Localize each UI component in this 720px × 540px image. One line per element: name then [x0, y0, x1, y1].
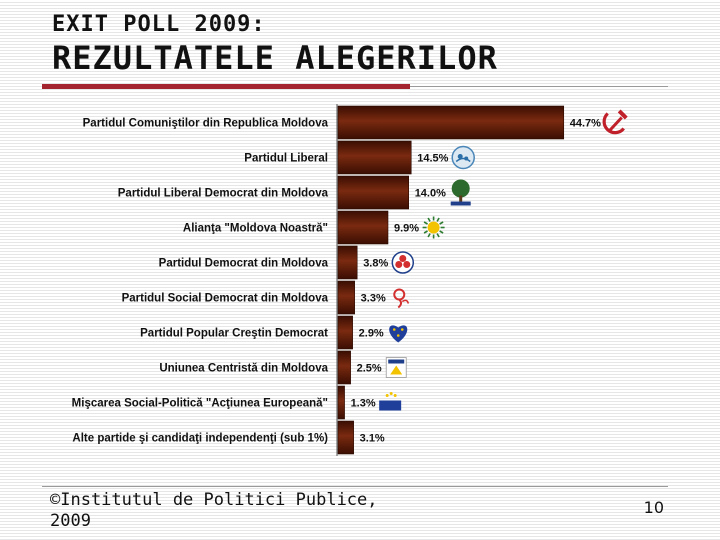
value-label: 14.5%: [417, 153, 448, 165]
value-label: 3.8%: [363, 258, 388, 270]
bar: [337, 210, 389, 245]
pl-logo-icon: [451, 145, 475, 170]
category-label: Partidul Popular Creştin Democrat: [140, 328, 328, 340]
page-number: 10: [643, 498, 664, 517]
category-label: Partidul Democrat din Moldova: [159, 258, 329, 270]
bar: [337, 280, 355, 315]
pdm-flower-icon: [391, 251, 415, 274]
category-label: Partidul Liberal: [244, 153, 328, 165]
amn-sun-icon: [422, 216, 445, 239]
value-label: 44.7%: [570, 118, 601, 130]
bar-chart: Partidul Comuniştilor din Republica Mold…: [72, 104, 628, 456]
value-label: 1.3%: [351, 398, 376, 410]
psdm-rose-icon: [393, 288, 410, 309]
value-label: 2.5%: [357, 363, 382, 375]
value-label: 9.9%: [394, 223, 419, 235]
footer-rule: [42, 486, 668, 487]
footer-source: ©Institutul de Politici Publice, 2009: [50, 490, 378, 531]
bar: [337, 245, 358, 280]
bar: [337, 420, 354, 455]
bar: [337, 105, 565, 140]
title-area: EXIT POLL 2009: REZULTATELE ALEGERILOR: [52, 12, 498, 77]
hammer-sickle-icon: [602, 109, 628, 135]
category-label: Mişcarea Social-Politică "Acţiunea Europ…: [72, 398, 328, 410]
mae-logo-icon: [379, 392, 402, 411]
category-label: Partidul Liberal Democrat din Moldova: [118, 188, 329, 200]
ppcd-heart-icon: [389, 325, 408, 343]
bar: [337, 140, 412, 175]
category-label: Partidul Comuniştilor din Republica Mold…: [83, 118, 329, 130]
category-label: Alte partide şi candidaţi independenţi (…: [72, 433, 328, 445]
title-rule-thin: [410, 86, 668, 87]
bar: [337, 350, 351, 385]
value-label: 14.0%: [415, 188, 446, 200]
category-label: Alianţa "Moldova Noastră": [183, 223, 328, 235]
value-label: 3.1%: [360, 433, 385, 445]
bar: [337, 175, 409, 210]
bar: [337, 385, 345, 420]
ucm-logo-icon: [385, 357, 407, 378]
slide-title: REZULTATELE ALEGERILOR: [52, 39, 498, 77]
slide-subtitle: EXIT POLL 2009:: [52, 12, 266, 37]
bar: [337, 315, 353, 350]
pldm-tree-icon: [450, 179, 471, 206]
category-label: Uniunea Centristă din Moldova: [159, 363, 328, 375]
value-label: 2.9%: [359, 328, 384, 340]
category-label: Partidul Social Democrat din Moldova: [122, 293, 329, 305]
value-label: 3.3%: [361, 293, 386, 305]
title-rule-accent: [42, 84, 410, 89]
